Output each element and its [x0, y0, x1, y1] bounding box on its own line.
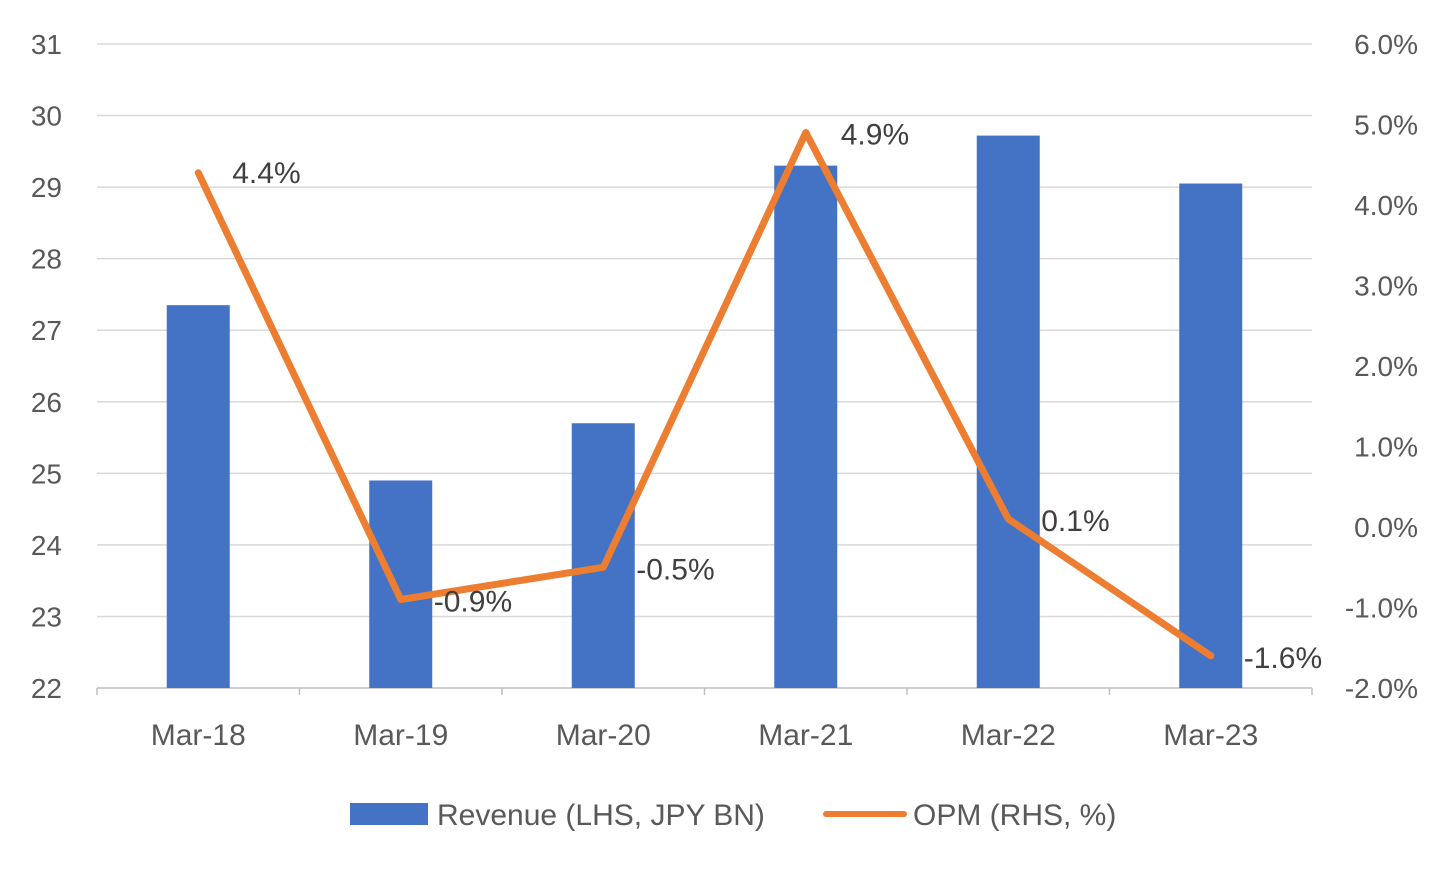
opm-data-label: -0.5% — [636, 553, 714, 586]
legend: Revenue (LHS, JPY BN) OPM (RHS, %) — [350, 799, 1116, 832]
right-y-axis-ticks: -2.0% -1.0% 0.0% 1.0% 2.0% 3.0% 4.0% 5.0% 6.0% — [1345, 29, 1418, 704]
legend-opm-label: OPM (RHS, %) — [913, 799, 1116, 832]
revenue-bar — [571, 423, 635, 688]
x-axis-category-label: Mar-21 — [758, 719, 853, 752]
revenue-bar — [1179, 183, 1243, 689]
right-y-tick-label: 3.0% — [1354, 271, 1418, 302]
opm-line — [194, 129, 1215, 660]
right-y-tick-label: -1.0% — [1345, 593, 1418, 624]
revenue-bar — [774, 165, 838, 689]
x-axis-category-label: Mar-22 — [961, 719, 1056, 752]
revenue-bar — [976, 135, 1040, 688]
left-y-tick-label: 26 — [31, 387, 62, 418]
left-y-tick-label: 30 — [31, 101, 62, 132]
right-y-tick-label: 4.0% — [1354, 190, 1418, 221]
gridlines — [97, 43, 1312, 618]
revenue-bar — [369, 480, 433, 688]
opm-data-label: 4.4% — [232, 157, 300, 190]
left-y-tick-label: 28 — [31, 244, 62, 275]
right-y-tick-label: -2.0% — [1345, 673, 1418, 704]
left-y-tick-label: 31 — [31, 29, 62, 60]
legend-revenue-label: Revenue (LHS, JPY BN) — [437, 799, 765, 832]
x-axis-category-label: Mar-18 — [151, 719, 246, 752]
x-axis-category-label: Mar-20 — [556, 719, 651, 752]
left-y-tick-label: 29 — [31, 172, 62, 203]
legend-revenue-swatch — [350, 803, 428, 825]
x-axis-category-labels: Mar-18 Mar-19 Mar-20 Mar-21 Mar-22 Mar-23 — [151, 719, 1259, 752]
opm-data-label: 4.9% — [841, 119, 909, 152]
x-axis — [96, 687, 1313, 695]
right-y-tick-label: 6.0% — [1354, 29, 1418, 60]
left-y-tick-label: 24 — [31, 530, 62, 561]
data-labels: 4.4% -0.9% -0.5% 4.9% 0.1% -1.6% — [232, 119, 1322, 675]
left-y-tick-label: 27 — [31, 315, 62, 346]
left-y-axis-ticks: 22 23 24 25 26 27 28 29 30 31 — [31, 29, 62, 704]
revenue-bar — [166, 305, 230, 688]
revenue-bars — [166, 135, 1243, 689]
left-y-tick-label: 25 — [31, 458, 62, 489]
opm-data-label: -1.6% — [1244, 642, 1322, 675]
left-y-tick-label: 23 — [31, 601, 62, 632]
left-y-tick-label: 22 — [31, 673, 62, 704]
x-axis-category-label: Mar-23 — [1163, 719, 1258, 752]
right-y-tick-label: 1.0% — [1354, 432, 1418, 463]
opm-data-label: -0.9% — [434, 585, 512, 618]
opm-data-label: 0.1% — [1041, 505, 1109, 538]
opm-line-series — [194, 129, 1215, 660]
x-axis-category-label: Mar-19 — [353, 719, 448, 752]
right-y-tick-label: 5.0% — [1354, 110, 1418, 141]
right-y-tick-label: 0.0% — [1354, 512, 1418, 543]
right-y-tick-label: 2.0% — [1354, 351, 1418, 382]
